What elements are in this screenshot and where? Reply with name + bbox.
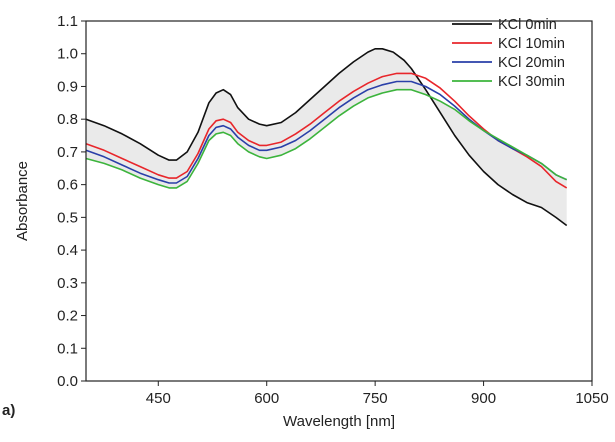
x-tick-label: 600 <box>254 390 279 407</box>
shaded-region-layer <box>86 48 567 226</box>
y-tick-label: 1.1 <box>57 13 78 30</box>
legend-label-kcl-30min: KCl 30min <box>498 74 565 90</box>
y-tick-label: 0.6 <box>57 177 78 194</box>
x-tick-label: 450 <box>146 390 171 407</box>
shaded-region <box>86 48 567 226</box>
panel-label: a) <box>2 402 15 419</box>
y-tick-label: 0.1 <box>57 340 78 357</box>
legend: KCl 0min KCl 10min KCl 20min KCl 30min <box>452 17 565 90</box>
y-axis-ticks: 0.0 0.1 0.2 0.3 0.4 0.5 0.6 0.7 0.8 0.9 1.0 1.1 <box>57 13 86 390</box>
y-tick-label: 0.0 <box>57 373 78 390</box>
y-tick-label: 0.9 <box>57 78 78 95</box>
y-tick-label: 0.4 <box>57 242 78 259</box>
series-line-kcl-30min <box>85 88 568 189</box>
y-axis-label: Absorbance <box>14 161 31 241</box>
y-tick-label: 1.0 <box>57 46 78 63</box>
y-tick-label: 0.2 <box>57 308 78 325</box>
plot-frame <box>85 20 593 382</box>
x-axis-ticks: 450 600 750 900 1050 <box>146 381 609 407</box>
x-tick-label: 1050 <box>575 390 608 407</box>
series-layer <box>85 48 568 227</box>
x-tick-label: 900 <box>471 390 496 407</box>
legend-label-kcl-20min: KCl 20min <box>498 55 565 71</box>
legend-label-kcl-0min: KCl 0min <box>498 17 557 33</box>
x-tick-label: 750 <box>363 390 388 407</box>
y-tick-label: 0.5 <box>57 209 78 226</box>
y-tick-label: 0.8 <box>57 111 78 128</box>
series-line-kcl-10min <box>85 72 568 189</box>
y-tick-label: 0.7 <box>57 144 78 161</box>
y-tick-label: 0.3 <box>57 275 78 292</box>
legend-label-kcl-10min: KCl 10min <box>498 36 565 52</box>
x-axis-label: Wavelength [nm] <box>283 413 395 430</box>
series-line-kcl-0min <box>85 48 568 227</box>
